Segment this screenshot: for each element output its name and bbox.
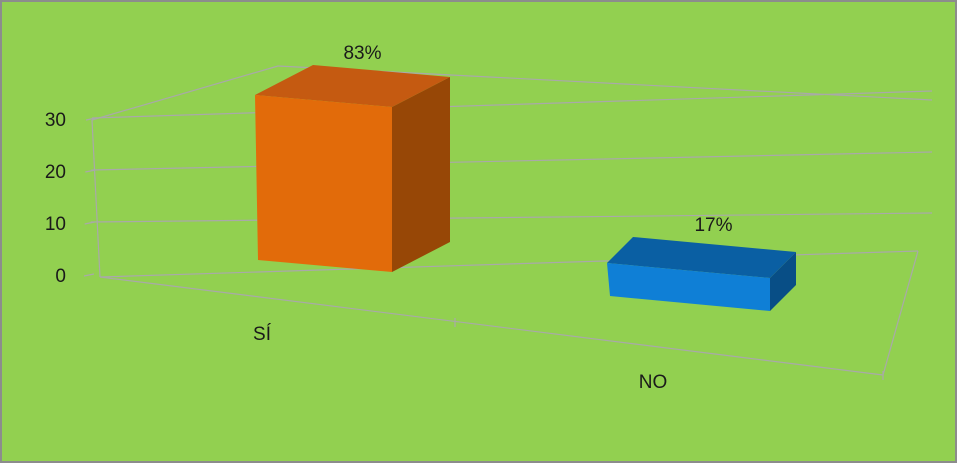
gridline-30 [91,90,933,119]
x-category-label-no: NO [639,372,668,393]
floor-front-edge [99,276,884,376]
data-label-si: 83% [343,43,381,64]
x-category-label-si: SÍ [253,324,272,345]
bar-front-face [607,263,770,311]
back-wall-left-top [91,65,279,121]
tick-mark-20 [85,169,96,173]
x-axis-categories: SÍ NO [253,324,667,393]
data-labels: 83% 17% [343,43,732,236]
gridline-10 [90,212,933,223]
tick-mark-10 [84,221,95,225]
bar-side-face [392,77,450,272]
y-tick-label-10: 10 [45,214,66,235]
data-label-no: 17% [694,215,732,236]
bar-front-face [255,95,392,272]
gridline-20 [91,151,933,171]
bar-top-face [607,237,796,278]
y-tick-label-0: 0 [55,266,66,287]
tick-mark-0 [83,273,95,277]
floor-right-edge [882,250,919,376]
y-tick-label-30: 30 [45,110,66,131]
bar-no [607,237,796,311]
tick-mark-30 [85,117,97,121]
y-axis-ticks: 0 10 20 30 [45,110,97,287]
bar-side-face [770,252,796,311]
bar-si [255,65,450,272]
y-tick-label-20: 20 [45,162,66,183]
gridlines [90,90,933,223]
bars [255,65,796,311]
y-axis-line [91,119,101,278]
bar-top-face [255,65,450,107]
